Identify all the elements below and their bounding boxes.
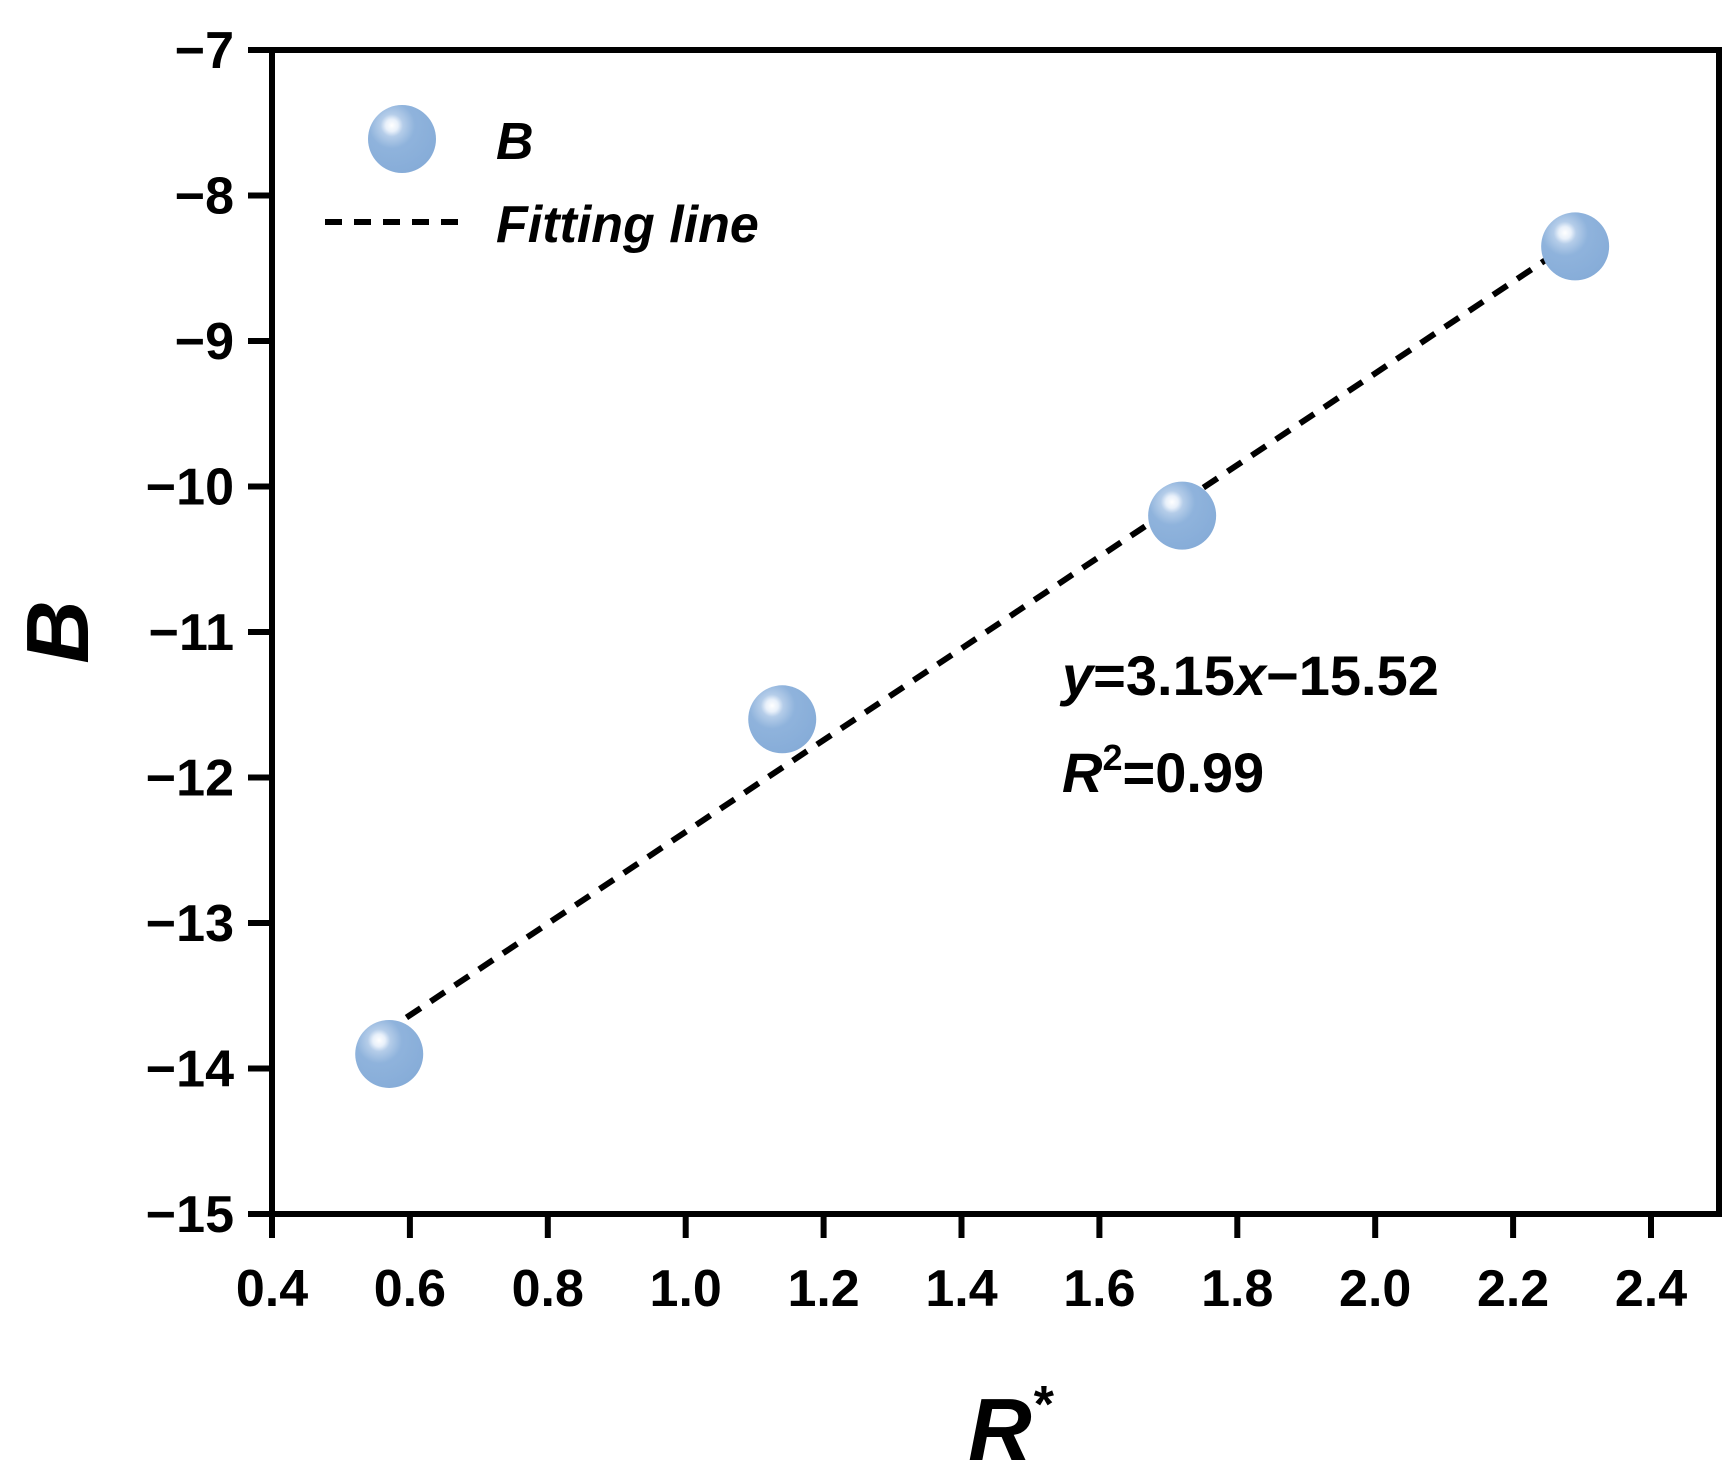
x-tick-label: 2.4: [1615, 1260, 1687, 1318]
y-tick-label: −10: [146, 459, 234, 517]
r-squared: R2=0.99: [1062, 737, 1264, 804]
x-tick-label: 1.0: [650, 1260, 722, 1318]
x-tick-label: 0.4: [236, 1260, 308, 1318]
legend-label-b: B: [496, 113, 534, 171]
r-squared-r: R: [1062, 741, 1103, 804]
r-squared-value: =0.99: [1122, 741, 1264, 804]
legend-marker-b: [368, 105, 436, 173]
x-axis-title-superscript: *: [1032, 1376, 1055, 1434]
y-tick-label: −9: [175, 313, 234, 371]
data-point: [355, 1019, 424, 1088]
x-tick-label: 0.6: [374, 1260, 446, 1318]
x-tick-label: 2.2: [1477, 1260, 1549, 1318]
legend: B Fitting line: [325, 105, 759, 254]
y-tick-label: −13: [146, 895, 234, 953]
x-tick-label: 1.4: [925, 1260, 997, 1318]
x-tick-label: 1.2: [787, 1260, 859, 1318]
r-squared-exponent: 2: [1102, 737, 1122, 778]
x-axis-title-main: R: [968, 1380, 1032, 1475]
data-point: [748, 685, 817, 754]
data-point: [1148, 481, 1217, 550]
y-tick-label: −7: [175, 22, 234, 80]
x-tick-label: 0.8: [512, 1260, 584, 1318]
fit-equation: y=3.15x−15.52: [1059, 644, 1439, 707]
data-point: [1541, 212, 1610, 281]
y-axis-ticks: −7 −8 −9 −10 −11 −12 −13 −14 −15: [146, 22, 272, 1244]
fitting-line-layer: [380, 242, 1570, 1037]
x-axis-title: R*: [968, 1376, 1055, 1475]
x-axis-ticks: 0.4 0.6 0.8 1.0 1.2 1.4 1.6 1.8 2.0 2.2 2.4: [236, 1214, 1687, 1318]
y-tick-label: −8: [175, 168, 234, 226]
legend-label-fitting-line: Fitting line: [496, 196, 759, 254]
data-points-layer: [355, 212, 1610, 1088]
x-tick-label: 1.6: [1063, 1260, 1135, 1318]
x-tick-label: 2.0: [1339, 1260, 1411, 1318]
y-axis-title: B: [8, 600, 107, 664]
fitting-line: [380, 242, 1570, 1037]
equation-slope: =3.15: [1093, 644, 1235, 707]
y-tick-label: −14: [146, 1041, 234, 1099]
equation-y-var: y: [1059, 644, 1096, 707]
plot-frame: [269, 47, 1722, 1217]
y-tick-label: −12: [146, 750, 234, 808]
y-tick-label: −15: [146, 1186, 234, 1244]
equation-intercept: −15.52: [1266, 644, 1439, 707]
y-tick-label: −11: [149, 604, 234, 662]
equation-x-var: x: [1232, 644, 1269, 707]
x-tick-label: 1.8: [1201, 1260, 1273, 1318]
